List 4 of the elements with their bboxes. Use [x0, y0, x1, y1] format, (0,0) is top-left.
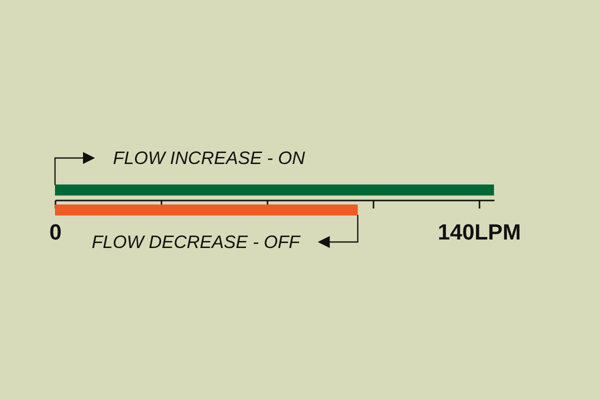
- text: FLOW INCREASE - ON: [113, 148, 306, 168]
- x-tick-label: 0: [49, 220, 62, 244]
- text: FLOW DECREASE - OFF: [92, 232, 301, 252]
- x-tick-label: 140LPM: [438, 220, 521, 244]
